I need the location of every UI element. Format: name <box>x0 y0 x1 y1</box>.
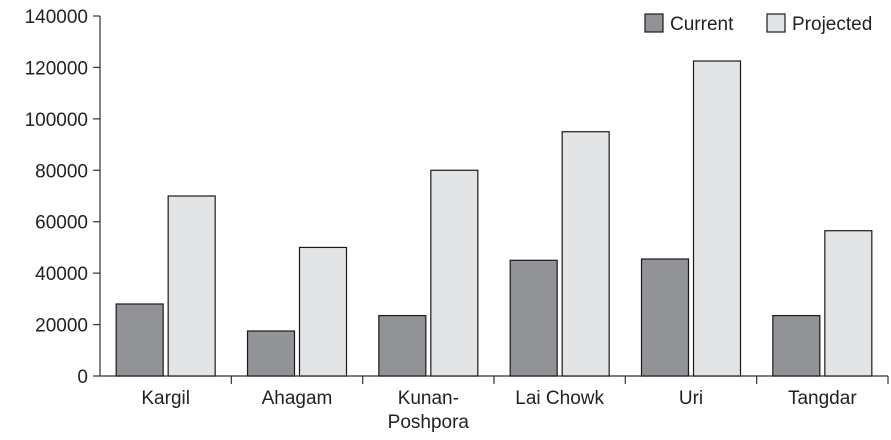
x-tick-label-line: Lai Chowk <box>515 388 604 409</box>
y-tick-group: 0 20000 40000 60000 80000 100000 120000 140000 <box>25 7 100 388</box>
bar-group <box>116 61 872 376</box>
x-tick-group: Kargil Ahagam Kunan- Poshpora Lai Chowk Uri Ta… <box>141 376 888 433</box>
legend: Current Projected <box>645 14 872 35</box>
x-tick-label: Lai Chowk <box>515 388 604 409</box>
bar-current <box>773 316 820 376</box>
y-tick-label: 80000 <box>35 161 88 182</box>
x-tick-label-line: Uri <box>679 388 703 409</box>
x-tick-label: Kargil <box>141 388 190 409</box>
legend-label-current: Current <box>670 14 734 35</box>
x-tick-label-line: Poshpora <box>388 412 470 433</box>
bar-current <box>510 260 557 376</box>
y-tick-label: 120000 <box>25 58 88 79</box>
bar-projected <box>431 170 478 376</box>
y-tick-label: 140000 <box>25 7 88 28</box>
x-tick-label: Uri <box>679 388 703 409</box>
legend-swatch-current <box>645 14 663 32</box>
y-axis: 0 20000 40000 60000 80000 100000 120000 140000 <box>25 7 100 388</box>
x-tick-label-line: Ahagam <box>262 388 333 409</box>
bar-current <box>116 304 163 376</box>
x-axis: Kargil Ahagam Kunan- Poshpora Lai Chowk Uri Ta… <box>100 376 888 433</box>
bar-current <box>379 316 426 376</box>
legend-label-projected: Projected <box>792 14 872 35</box>
bar-projected <box>694 61 741 376</box>
bar-current <box>248 331 295 376</box>
bar-projected <box>168 196 215 376</box>
y-tick-label: 60000 <box>35 213 88 234</box>
y-tick-label: 100000 <box>25 110 88 131</box>
bar-projected <box>562 132 609 376</box>
x-tick-label: Kunan- Poshpora <box>388 388 470 433</box>
x-tick-label: Tangdar <box>788 388 857 409</box>
bar-current <box>642 259 689 376</box>
y-tick-label: 20000 <box>35 316 88 337</box>
legend-swatch-projected <box>767 14 785 32</box>
x-tick-label-line: Kunan- <box>398 388 459 409</box>
x-tick-label-line: Tangdar <box>788 388 857 409</box>
y-tick-label: 40000 <box>35 264 88 285</box>
y-tick-label: 0 <box>77 367 88 388</box>
x-tick-label-line: Kargil <box>141 388 190 409</box>
x-tick-label: Ahagam <box>262 388 333 409</box>
bar-projected <box>825 231 872 376</box>
bar-projected <box>300 247 347 376</box>
